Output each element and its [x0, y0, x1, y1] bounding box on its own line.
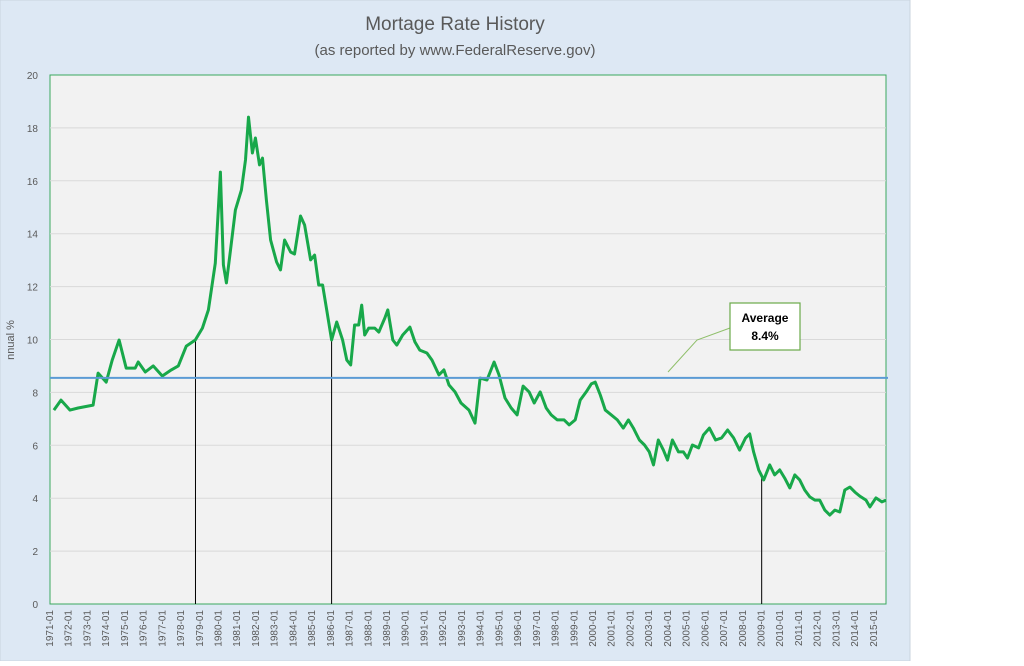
y-tick-label: 6 — [32, 441, 38, 452]
x-tick-label: 2014-01 — [850, 610, 861, 647]
x-tick-label: 1981-01 — [232, 610, 243, 647]
x-tick-label: 1972-01 — [64, 610, 75, 647]
x-tick-label: 1974-01 — [101, 610, 112, 647]
x-tick-label: 1979-01 — [195, 610, 206, 647]
x-tick-label: 2010-01 — [775, 610, 786, 647]
y-tick-label: 2 — [32, 547, 38, 558]
x-tick-label: 2003-01 — [644, 610, 655, 647]
x-tick-label: 1995-01 — [494, 610, 505, 647]
x-tick-label: 2015-01 — [869, 610, 880, 647]
x-tick-label: 2008-01 — [738, 610, 749, 647]
x-tick-label: 2005-01 — [682, 610, 693, 647]
x-tick-label: 2013-01 — [831, 610, 842, 647]
chart-title: Mortage Rate History — [365, 14, 545, 35]
x-tick-label: 1973-01 — [82, 610, 93, 647]
y-tick-label: 4 — [32, 494, 38, 505]
x-tick-label: 1986-01 — [326, 610, 337, 647]
x-tick-label: 1998-01 — [551, 610, 562, 647]
x-tick-label: 2004-01 — [663, 610, 674, 647]
x-tick-label: 1996-01 — [513, 610, 524, 647]
chart-subtitle: (as reported by www.FederalReserve.gov) — [315, 42, 596, 59]
x-tick-label: 2001-01 — [607, 610, 618, 647]
x-tick-label: 1988-01 — [363, 610, 374, 647]
x-tick-label: 1989-01 — [382, 610, 393, 647]
y-tick-label: 20 — [27, 71, 39, 82]
y-tick-label: 14 — [27, 230, 39, 241]
x-tick-label: 1978-01 — [176, 610, 187, 647]
x-tick-label: 2006-01 — [700, 610, 711, 647]
x-tick-label: 1994-01 — [476, 610, 487, 647]
y-tick-label: 18 — [27, 124, 39, 135]
x-tick-label: 2009-01 — [756, 610, 767, 647]
callout-box — [729, 302, 801, 351]
x-tick-label: 1987-01 — [345, 610, 356, 647]
x-tick-label: 2000-01 — [588, 610, 599, 647]
y-tick-label: 12 — [27, 283, 39, 294]
x-tick-label: 1971-01 — [45, 610, 56, 647]
callout-leader-line — [667, 327, 731, 373]
x-tick-label: 1976-01 — [139, 610, 150, 647]
x-tick-label: 1984-01 — [288, 610, 299, 647]
x-tick-label: 1975-01 — [120, 610, 131, 647]
x-tick-label: 1993-01 — [457, 610, 468, 647]
x-tick-label: 1980-01 — [214, 610, 225, 647]
x-tick-label: 2007-01 — [719, 610, 730, 647]
x-tick-label: 1983-01 — [270, 610, 281, 647]
x-tick-label: 1982-01 — [251, 610, 262, 647]
y-tick-label: 0 — [32, 600, 38, 611]
average-callout: Average 8.4% — [667, 302, 801, 373]
x-tick-label: 1990-01 — [401, 610, 412, 647]
y-axis-label: nnual % — [5, 320, 17, 360]
x-tick-label: 1992-01 — [438, 610, 449, 647]
x-tick-label: 2002-01 — [625, 610, 636, 647]
x-tick-label: 1985-01 — [307, 610, 318, 647]
callout-value: 8.4% — [751, 329, 779, 343]
y-tick-label: 8 — [32, 388, 38, 399]
x-tick-label: 1999-01 — [569, 610, 580, 647]
y-tick-label: 16 — [27, 177, 39, 188]
y-tick-label: 10 — [27, 336, 39, 347]
x-tick-label: 2011-01 — [794, 610, 805, 646]
x-tick-label: 1997-01 — [532, 610, 543, 647]
x-tick-label: 2012-01 — [813, 610, 824, 647]
series-line-mortgage-rate — [52, 115, 887, 517]
callout-label: Average — [742, 311, 789, 325]
x-tick-label: 1991-01 — [419, 610, 430, 647]
x-tick-label: 1977-01 — [157, 610, 168, 647]
